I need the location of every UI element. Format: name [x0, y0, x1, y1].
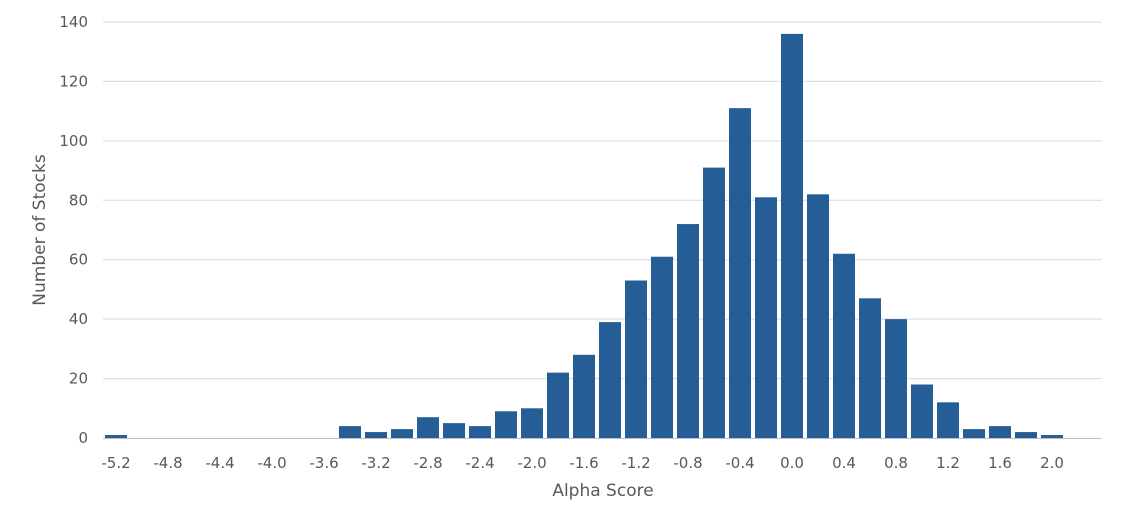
- x-tick-label: 1.6: [988, 454, 1012, 472]
- histogram-bar: [339, 426, 361, 438]
- histogram-bar: [443, 423, 465, 438]
- histogram-bar: [469, 426, 491, 438]
- y-tick-label: 0: [78, 429, 88, 447]
- histogram-bar: [599, 322, 621, 438]
- y-tick-label: 120: [59, 72, 88, 90]
- x-tick-label: -4.4: [205, 454, 234, 472]
- x-tick-label: 0.4: [832, 454, 856, 472]
- histogram-bar: [1041, 435, 1063, 438]
- histogram-bar: [937, 402, 959, 438]
- y-tick-label: 140: [59, 13, 88, 31]
- y-tick-label: 80: [69, 191, 88, 209]
- histogram-bar: [1015, 432, 1037, 438]
- x-tick-label: -3.6: [309, 454, 338, 472]
- x-tick-label: 2.0: [1040, 454, 1064, 472]
- bars: [105, 33, 1063, 439]
- histogram-bar: [859, 298, 881, 438]
- x-tick-label: -1.6: [569, 454, 598, 472]
- x-tick-label: -4.8: [153, 454, 182, 472]
- y-tick-labels: 0 20 40 60 80 100 120 140: [59, 13, 88, 447]
- histogram-bar: [703, 167, 725, 438]
- y-axis-title: Number of Stocks: [30, 154, 50, 306]
- x-tick-label: -2.0: [517, 454, 546, 472]
- gridlines: [103, 21, 1102, 380]
- histogram-bar: [573, 354, 595, 438]
- y-tick-label: 60: [69, 251, 88, 269]
- histogram-bar: [911, 384, 933, 438]
- x-tick-label: 0.8: [884, 454, 908, 472]
- histogram-bar: [547, 372, 569, 438]
- x-tick-label: 0.0: [780, 454, 804, 472]
- x-tick-label: -2.4: [465, 454, 494, 472]
- x-tick-label: -3.2: [361, 454, 390, 472]
- histogram-bar: [625, 280, 647, 438]
- histogram-bar: [807, 194, 829, 438]
- x-tick-label: -2.8: [413, 454, 442, 472]
- x-tick-label: -1.2: [621, 454, 650, 472]
- y-tick-label: 100: [59, 132, 88, 150]
- y-tick-label: 40: [69, 310, 88, 328]
- histogram-bar: [105, 435, 127, 438]
- histogram-bar: [885, 319, 907, 438]
- x-tick-label: 1.2: [936, 454, 960, 472]
- histogram-bar: [755, 197, 777, 438]
- x-axis-title: Alpha Score: [552, 481, 653, 501]
- histogram-bar: [677, 224, 699, 438]
- x-tick-label: -0.8: [673, 454, 702, 472]
- histogram-bar: [781, 33, 803, 438]
- histogram-bar: [495, 411, 517, 438]
- x-tick-label: -0.4: [725, 454, 754, 472]
- histogram-bar: [833, 253, 855, 438]
- histogram-bar: [729, 108, 751, 439]
- histogram-bar: [417, 417, 439, 438]
- histogram-bar: [365, 432, 387, 438]
- x-tick-label: -4.0: [257, 454, 286, 472]
- y-tick-label: 20: [69, 370, 88, 388]
- histogram-bar: [989, 426, 1011, 438]
- histogram-bar: [521, 408, 543, 438]
- x-tick-labels: -5.2 -4.8 -4.4 -4.0 -3.6 -3.2 -2.8 -2.4 -2.0 -1.6…: [101, 454, 1064, 472]
- histogram-bar: [391, 429, 413, 438]
- histogram-bar: [963, 429, 985, 438]
- histogram-bar: [651, 256, 673, 438]
- x-tick-label: -5.2: [101, 454, 130, 472]
